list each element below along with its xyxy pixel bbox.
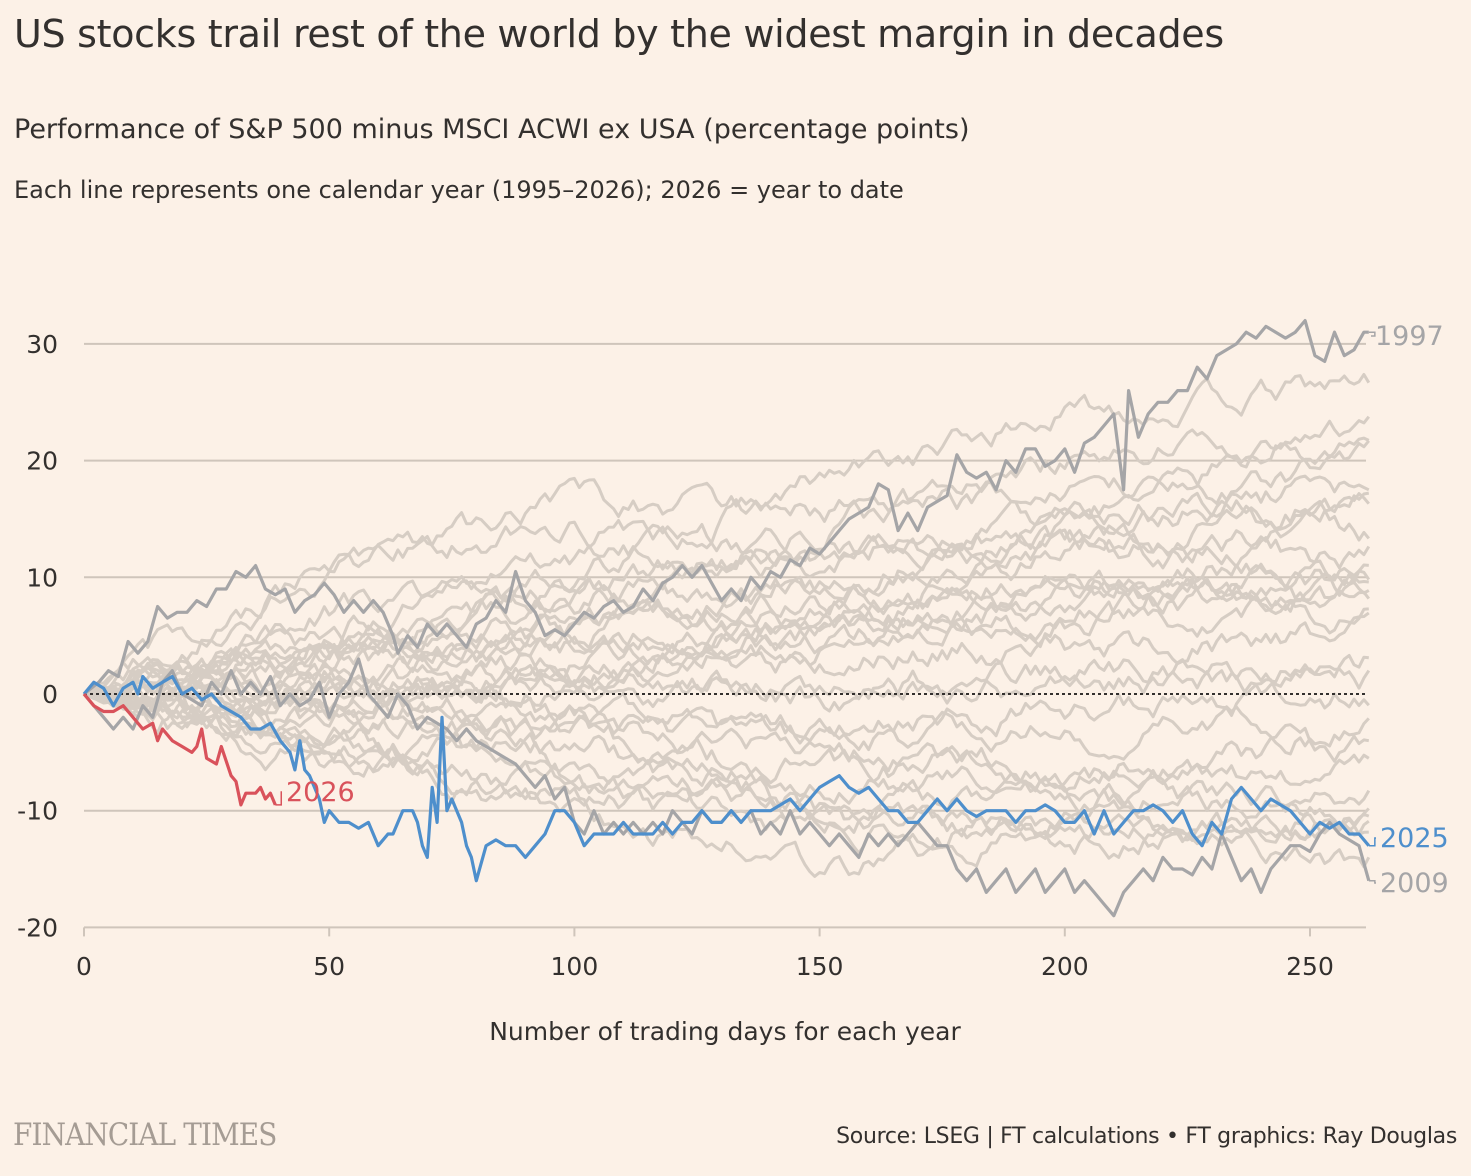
x-tick-label: 0 <box>76 952 92 981</box>
series-label-2026: 2026 <box>286 777 355 808</box>
x-tick-label: 200 <box>1041 952 1089 981</box>
chart-title: US stocks trail rest of the world by the… <box>14 12 1224 56</box>
background-year-line <box>83 524 1371 696</box>
line-2026 <box>82 692 277 807</box>
line-1997 <box>83 319 1369 696</box>
background-year-line <box>83 439 1370 696</box>
background-year-line <box>83 415 1370 696</box>
x-tick-label: 150 <box>796 952 844 981</box>
background-year-lines <box>83 373 1371 878</box>
ft-logo: FINANCIAL TIMES <box>13 1117 277 1153</box>
series-label-1997: 1997 <box>1375 321 1444 352</box>
series-label-2025: 2025 <box>1380 823 1449 854</box>
x-tick-label: 50 <box>313 952 345 981</box>
y-tick-label: 30 <box>26 330 58 359</box>
x-axis-label: Number of trading days for each year <box>489 1017 961 1046</box>
background-year-line <box>83 661 1370 860</box>
background-year-line <box>83 691 1369 878</box>
label-leader-2009 <box>1368 879 1376 884</box>
x-tick-label: 100 <box>551 952 599 981</box>
source-note: Source: LSEG | FT calculations • FT grap… <box>836 1124 1457 1149</box>
highlighted-year-lines <box>82 319 1371 918</box>
series-labels: 1997 2009 2025 2026 <box>275 321 1449 899</box>
line-2025 <box>82 674 1371 883</box>
background-year-line <box>83 436 1370 696</box>
y-tick-label: -20 <box>17 913 58 942</box>
background-year-line <box>83 563 1369 711</box>
y-tick-label: 20 <box>26 447 58 476</box>
label-leader-2025 <box>1368 837 1376 847</box>
y-tick-label: 10 <box>26 563 58 592</box>
label-leader-2026 <box>275 791 283 806</box>
x-tick-label: 250 <box>1286 952 1334 981</box>
background-year-line <box>83 499 1370 709</box>
chart-subtitle: Performance of S&P 500 minus MSCI ACWI e… <box>14 114 970 145</box>
label-leader-1997 <box>1368 331 1376 337</box>
background-year-line <box>83 675 1370 790</box>
background-year-line <box>83 681 1370 761</box>
series-label-2009: 2009 <box>1380 868 1449 899</box>
background-year-line <box>83 577 1370 698</box>
y-tick-label: -10 <box>17 797 58 826</box>
background-year-line <box>83 572 1370 728</box>
y-tick-label: 0 <box>42 680 58 709</box>
chart-note: Each line represents one calendar year (… <box>14 176 904 204</box>
